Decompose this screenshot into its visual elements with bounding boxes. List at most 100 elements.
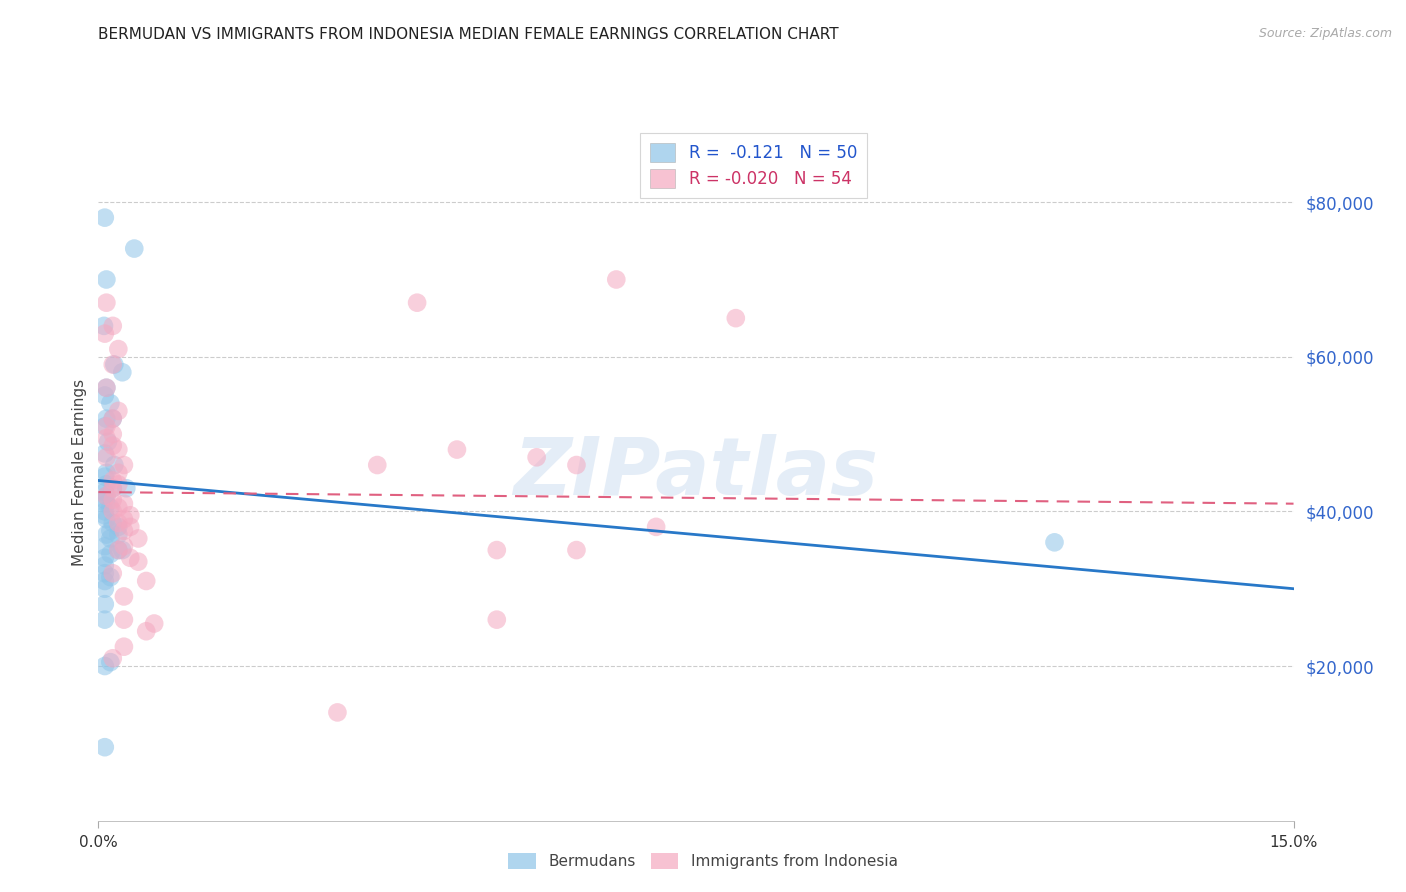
Point bbox=[485, 613, 508, 627]
Point bbox=[112, 613, 135, 627]
Point bbox=[135, 574, 157, 588]
Point bbox=[103, 458, 125, 472]
Point bbox=[107, 342, 129, 356]
Point bbox=[101, 481, 124, 495]
Point bbox=[96, 477, 118, 491]
Point bbox=[107, 442, 129, 457]
Point bbox=[101, 411, 124, 425]
Point bbox=[107, 477, 129, 491]
Point bbox=[94, 469, 117, 483]
Point bbox=[101, 411, 124, 425]
Point bbox=[112, 590, 135, 604]
Point bbox=[107, 527, 129, 541]
Point bbox=[124, 242, 146, 256]
Point bbox=[100, 500, 122, 515]
Point bbox=[100, 396, 122, 410]
Point bbox=[101, 651, 124, 665]
Point bbox=[96, 466, 118, 480]
Point bbox=[101, 504, 124, 518]
Point bbox=[1043, 535, 1066, 549]
Point bbox=[565, 543, 588, 558]
Y-axis label: Median Female Earnings: Median Female Earnings bbox=[72, 379, 87, 566]
Point bbox=[326, 706, 349, 720]
Point bbox=[107, 404, 129, 418]
Point bbox=[107, 516, 129, 530]
Point bbox=[101, 427, 124, 442]
Point bbox=[120, 508, 142, 523]
Point bbox=[94, 566, 117, 581]
Point bbox=[94, 574, 117, 588]
Point bbox=[94, 558, 117, 573]
Legend: R =  -0.121   N = 50, R = -0.020   N = 54: R = -0.121 N = 50, R = -0.020 N = 54 bbox=[640, 133, 868, 198]
Point bbox=[96, 381, 118, 395]
Point bbox=[724, 311, 747, 326]
Point bbox=[96, 295, 118, 310]
Point bbox=[120, 520, 142, 534]
Legend: Bermudans, Immigrants from Indonesia: Bermudans, Immigrants from Indonesia bbox=[502, 847, 904, 875]
Point bbox=[101, 358, 124, 372]
Point bbox=[94, 659, 117, 673]
Point bbox=[94, 211, 117, 225]
Point bbox=[97, 434, 120, 449]
Point bbox=[107, 466, 129, 480]
Point bbox=[96, 512, 118, 526]
Point bbox=[112, 512, 135, 526]
Point bbox=[107, 500, 129, 515]
Point bbox=[100, 547, 122, 561]
Point bbox=[94, 740, 117, 755]
Point bbox=[100, 524, 122, 538]
Point bbox=[96, 450, 118, 465]
Point bbox=[115, 481, 138, 495]
Point bbox=[127, 555, 149, 569]
Point bbox=[127, 532, 149, 546]
Point bbox=[112, 524, 135, 538]
Point bbox=[94, 326, 117, 341]
Point bbox=[112, 640, 135, 654]
Point bbox=[565, 458, 588, 472]
Point bbox=[101, 474, 124, 488]
Point bbox=[101, 492, 124, 507]
Point bbox=[94, 504, 117, 518]
Point bbox=[94, 485, 117, 500]
Point bbox=[96, 497, 118, 511]
Point bbox=[101, 566, 124, 581]
Point bbox=[100, 570, 122, 584]
Point bbox=[93, 318, 115, 333]
Point bbox=[135, 624, 157, 639]
Point bbox=[96, 431, 118, 445]
Point bbox=[100, 655, 122, 669]
Point bbox=[100, 532, 122, 546]
Point bbox=[94, 582, 117, 596]
Point bbox=[107, 543, 129, 558]
Point bbox=[112, 539, 135, 553]
Point bbox=[96, 419, 118, 434]
Point bbox=[101, 318, 124, 333]
Point bbox=[94, 388, 117, 402]
Point bbox=[101, 439, 124, 453]
Point bbox=[94, 492, 117, 507]
Point bbox=[94, 508, 117, 523]
Point bbox=[96, 489, 118, 503]
Point bbox=[101, 516, 124, 530]
Point bbox=[103, 358, 125, 372]
Point bbox=[94, 597, 117, 611]
Point bbox=[96, 527, 118, 541]
Point bbox=[526, 450, 548, 465]
Point bbox=[94, 613, 117, 627]
Point bbox=[94, 539, 117, 553]
Point bbox=[107, 543, 129, 558]
Point bbox=[96, 411, 118, 425]
Point bbox=[94, 446, 117, 460]
Point bbox=[94, 419, 117, 434]
Point bbox=[143, 616, 166, 631]
Point bbox=[111, 543, 134, 558]
Point bbox=[112, 458, 135, 472]
Point bbox=[366, 458, 388, 472]
Text: BERMUDAN VS IMMIGRANTS FROM INDONESIA MEDIAN FEMALE EARNINGS CORRELATION CHART: BERMUDAN VS IMMIGRANTS FROM INDONESIA ME… bbox=[98, 27, 839, 42]
Point bbox=[485, 543, 508, 558]
Point bbox=[101, 481, 124, 495]
Point bbox=[605, 272, 627, 286]
Point bbox=[96, 489, 118, 503]
Point bbox=[107, 520, 129, 534]
Point bbox=[645, 520, 668, 534]
